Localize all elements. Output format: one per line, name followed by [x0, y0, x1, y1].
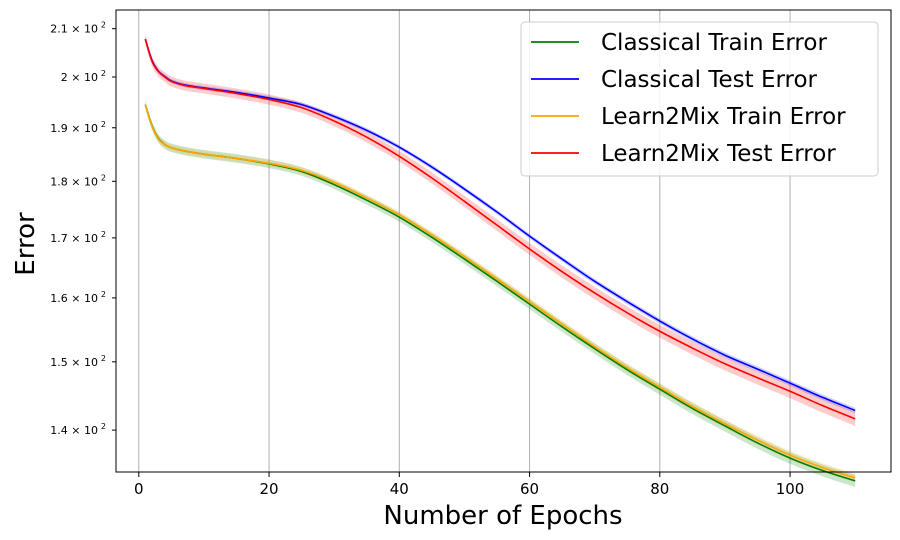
- y-tick-label: 1.4 × 10: [50, 424, 98, 437]
- x-tick-label: 80: [650, 480, 669, 498]
- legend-label: Learn2Mix Train Error: [601, 104, 846, 130]
- y-tick-label: 2.1 × 10: [50, 23, 98, 36]
- y-axis-label: Error: [11, 212, 41, 276]
- y-tick-label: 1.9 × 10: [50, 122, 98, 135]
- legend-box: [520, 21, 879, 177]
- y-tick-exponent: 2: [101, 230, 106, 239]
- legend: Classical Train Error Classical Test Erro…: [520, 21, 879, 177]
- y-tick-label: 1.8 × 10: [50, 175, 98, 188]
- x-tick-label: 100: [776, 480, 805, 498]
- x-axis-label: Number of Epochs: [383, 501, 622, 531]
- x-tick-label: 60: [520, 480, 539, 498]
- x-axis-ticks: 0 20 40 60 80 100: [134, 472, 804, 498]
- y-tick-exponent: 2: [101, 354, 106, 363]
- legend-label: Classical Train Error: [601, 30, 827, 56]
- y-tick-exponent: 2: [101, 21, 106, 30]
- learn2mix-test-error-line: [144, 38, 856, 420]
- y-axis-ticks: 1.4 × 10 21.5 × 10 21.6 × 10 21.7 × 10 21.8 …: [50, 21, 116, 437]
- y-tick-label: 1.7 × 10: [50, 232, 98, 245]
- legend-label: Learn2Mix Test Error: [601, 141, 836, 167]
- plot-frame: [115, 9, 892, 473]
- legend-label: Classical Test Error: [601, 67, 818, 93]
- y-tick-exponent: 2: [101, 120, 106, 129]
- y-tick-exponent: 2: [101, 422, 106, 431]
- confidence-bands: [145, 34, 856, 487]
- learn2mix-train-error-line: [144, 104, 856, 479]
- learn2mix-test-error-band: [145, 34, 856, 426]
- y-tick-label: 2 × 10: [61, 71, 98, 84]
- y-tick-exponent: 2: [101, 290, 106, 299]
- y-tick-exponent: 2: [101, 69, 106, 78]
- series-lines: [144, 38, 856, 482]
- x-tick-label: 0: [134, 480, 144, 498]
- y-tick-exponent: 2: [101, 173, 106, 182]
- y-tick-label: 1.5 × 10: [50, 356, 98, 369]
- x-tick-label: 40: [390, 480, 409, 498]
- y-tick-label: 1.6 × 10: [50, 292, 98, 305]
- x-tick-label: 20: [259, 480, 278, 498]
